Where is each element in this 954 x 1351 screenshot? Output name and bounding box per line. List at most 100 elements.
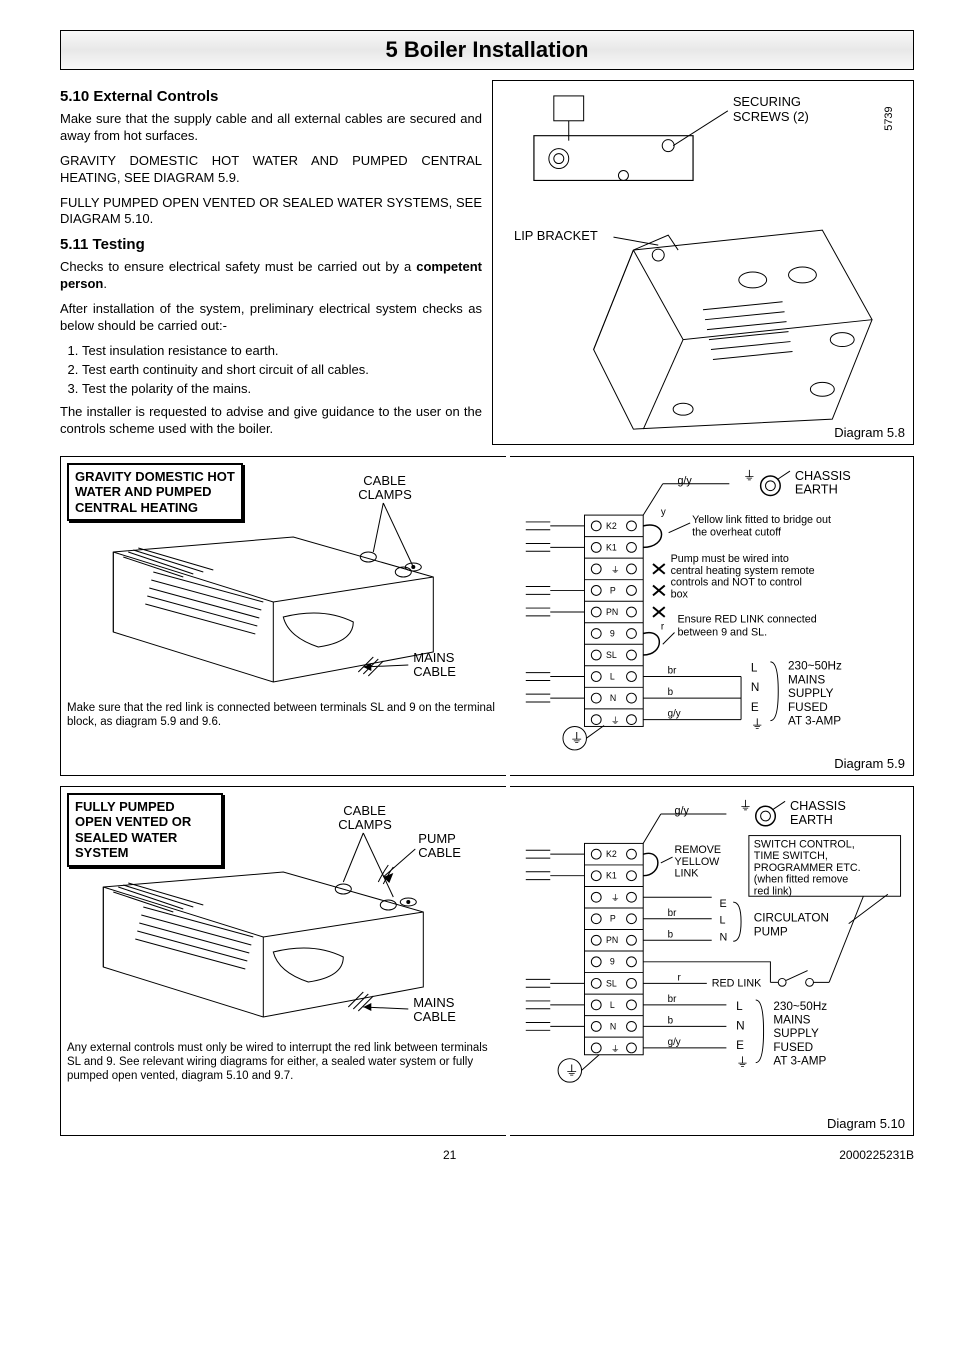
svg-text:⏚: ⏚ (611, 565, 620, 575)
svg-text:Pump must be wired into: Pump must be wired into (670, 553, 788, 565)
svg-text:PN: PN (606, 607, 618, 617)
svg-text:⏚: ⏚ (743, 468, 756, 483)
svg-text:PUMP: PUMP (418, 831, 456, 846)
svg-text:AT 3-AMP: AT 3-AMP (788, 714, 841, 727)
svg-text:SL: SL (606, 650, 617, 660)
diagram-5-9-right-svg: g/y ⏚ CHASSIS EARTH (516, 463, 907, 758)
svg-text:br: br (667, 994, 676, 1005)
svg-text:⏚: ⏚ (569, 731, 583, 746)
svg-text:g/y: g/y (677, 474, 692, 486)
svg-text:SECURING: SECURING (733, 94, 801, 109)
svg-text:⏚: ⏚ (736, 1054, 749, 1069)
svg-text:REMOVE: REMOVE (674, 844, 721, 856)
svg-text:E: E (719, 898, 726, 910)
page-title: 5 Boiler Installation (60, 30, 914, 70)
svg-text:Yellow link fitted to bridge o: Yellow link fitted to bridge out (692, 514, 831, 526)
page-number: 21 (443, 1148, 456, 1162)
svg-text:b: b (667, 1015, 673, 1026)
svg-text:N: N (736, 1019, 744, 1032)
svg-text:⏚: ⏚ (611, 715, 620, 725)
svg-text:L: L (610, 999, 615, 1009)
svg-text:CLAMPS: CLAMPS (358, 487, 412, 502)
svg-text:E: E (750, 700, 758, 713)
svg-text:CABLE: CABLE (413, 1009, 456, 1024)
svg-text:N: N (719, 931, 727, 943)
config-label-510: FULLY PUMPED OPEN VENTED OR SEALED WATER… (67, 793, 223, 867)
svg-text:PUMP: PUMP (753, 925, 787, 938)
svg-text:b: b (667, 687, 673, 698)
svg-text:controls and NOT to control: controls and NOT to control (670, 576, 801, 588)
svg-text:y: y (660, 507, 665, 518)
svg-text:P: P (610, 913, 616, 923)
svg-text:box: box (670, 588, 688, 600)
doc-ref: 2000225231B (839, 1148, 914, 1162)
svg-text:CLAMPS: CLAMPS (338, 817, 392, 832)
svg-text:CABLE: CABLE (363, 473, 406, 488)
svg-text:K2: K2 (606, 520, 617, 530)
svg-text:CABLE: CABLE (413, 664, 456, 679)
diagram-5-8-svg: SECURING SCREWS (2) 5739 LIP BRACKET (493, 81, 913, 444)
svg-text:⏚: ⏚ (611, 893, 620, 903)
svg-text:RED LINK: RED LINK (711, 977, 761, 989)
section-510-p1: Make sure that the supply cable and all … (60, 111, 482, 145)
svg-text:TIME SWITCH,: TIME SWITCH, (753, 850, 827, 862)
svg-text:the overheat cutoff: the overheat cutoff (692, 526, 781, 538)
svg-text:⏚: ⏚ (611, 1044, 620, 1054)
svg-text:SUPPLY: SUPPLY (788, 687, 834, 700)
svg-text:PROGRAMMER ETC.: PROGRAMMER ETC. (753, 861, 860, 873)
svg-text:L: L (719, 914, 725, 926)
svg-text:⏚: ⏚ (750, 716, 763, 731)
svg-text:MAINS: MAINS (413, 650, 455, 665)
svg-text:AT 3-AMP: AT 3-AMP (773, 1054, 826, 1067)
section-511-p3: The installer is requested to advise and… (60, 404, 482, 438)
svg-text:K1: K1 (606, 542, 617, 552)
svg-text:N: N (750, 681, 758, 694)
svg-text:red link): red link) (753, 885, 791, 897)
svg-text:N: N (610, 693, 616, 703)
list-item: Test insulation resistance to earth. (82, 343, 482, 358)
diagram-5-8-label: Diagram 5.8 (834, 425, 905, 440)
svg-text:between 9 and SL.: between 9 and SL. (677, 626, 767, 638)
svg-text:K1: K1 (606, 870, 617, 880)
section-511-heading: 5.11 Testing (60, 236, 482, 253)
svg-text:N: N (610, 1021, 616, 1031)
svg-text:9: 9 (610, 628, 615, 638)
diagram-5-10-right-svg: g/y ⏚ CHASSIS EARTH (516, 793, 907, 1113)
svg-text:⏚: ⏚ (739, 798, 752, 813)
svg-text:⏚: ⏚ (565, 1063, 579, 1078)
diagram-5-9: GRAVITY DOMESTIC HOT WATER AND PUMPED CE… (60, 456, 914, 776)
diagram-5-10-note: Any external controls must only be wired… (67, 1041, 500, 1084)
svg-text:L: L (750, 661, 757, 674)
svg-text:230~50Hz: 230~50Hz (788, 659, 842, 672)
svg-text:SWITCH CONTROL,: SWITCH CONTROL, (753, 838, 854, 850)
section-510-p2: GRAVITY DOMESTIC HOT WATER AND PUMPED CE… (60, 153, 482, 187)
svg-text:central heating system remote: central heating system remote (670, 564, 814, 576)
svg-text:L: L (736, 999, 743, 1012)
svg-text:SCREWS (2): SCREWS (2) (733, 109, 809, 124)
svg-text:K2: K2 (606, 849, 617, 859)
svg-text:g/y: g/y (674, 805, 689, 817)
section-510-heading: 5.10 External Controls (60, 88, 482, 105)
svg-text:PN: PN (606, 935, 618, 945)
list-item: Test the polarity of the mains. (82, 381, 482, 396)
svg-text:g/y: g/y (667, 1037, 680, 1048)
svg-text:9: 9 (610, 956, 615, 966)
svg-text:MAINS: MAINS (788, 673, 825, 686)
svg-text:FUSED: FUSED (773, 1041, 813, 1054)
svg-text:SL: SL (606, 978, 617, 988)
svg-text:CIRCULATON: CIRCULATON (753, 911, 828, 924)
diagram-5-9-note: Make sure that the red link is connected… (67, 701, 500, 730)
svg-text:g/y: g/y (667, 708, 680, 719)
svg-text:MAINS: MAINS (773, 1013, 810, 1026)
config-label-59: GRAVITY DOMESTIC HOT WATER AND PUMPED CE… (67, 463, 243, 522)
section-510-p3: FULLY PUMPED OPEN VENTED OR SEALED WATER… (60, 195, 482, 229)
svg-text:EARTH: EARTH (794, 481, 837, 496)
section-511-p1: Checks to ensure electrical safety must … (60, 259, 482, 293)
svg-text:MAINS: MAINS (413, 995, 455, 1010)
svg-text:SUPPLY: SUPPLY (773, 1027, 819, 1040)
svg-text:L: L (610, 671, 615, 681)
svg-text:E: E (736, 1039, 744, 1052)
svg-text:EARTH: EARTH (790, 812, 833, 827)
text: Checks to ensure electrical safety must … (60, 259, 416, 274)
svg-text:CABLE: CABLE (343, 803, 386, 818)
